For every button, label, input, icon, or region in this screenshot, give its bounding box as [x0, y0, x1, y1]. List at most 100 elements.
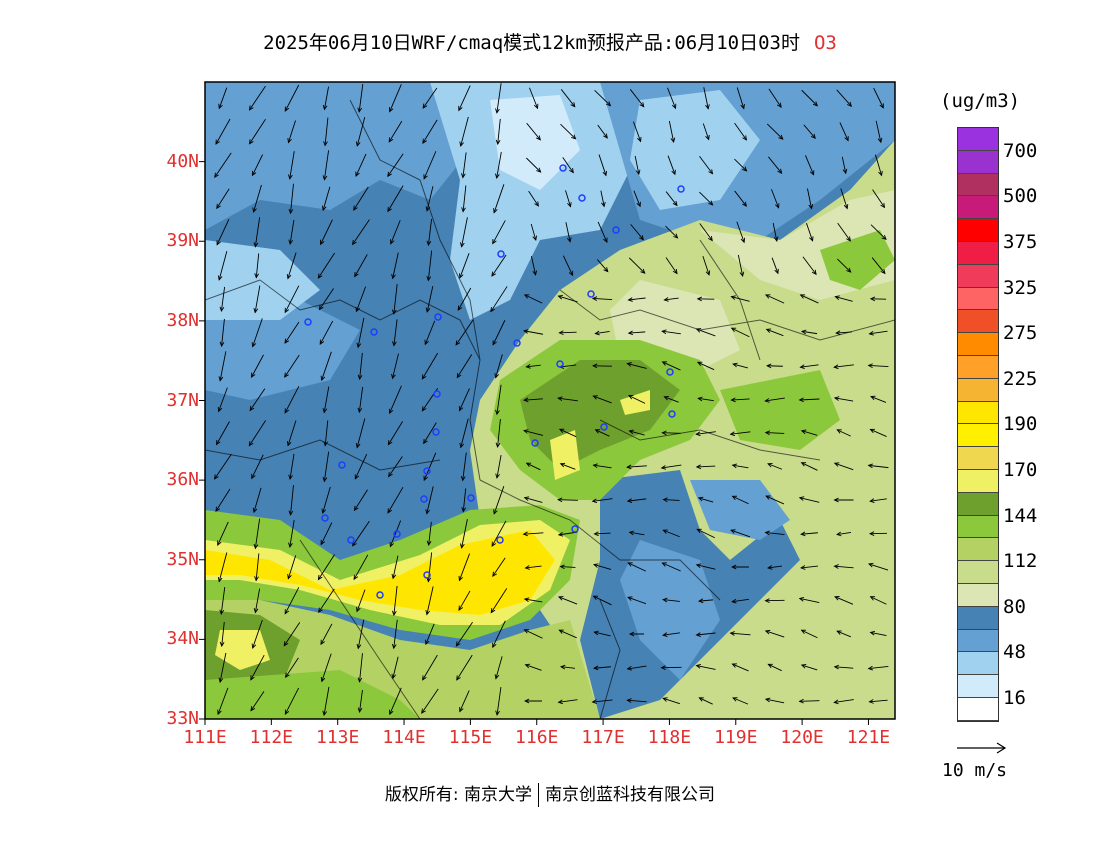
wind-arrow [628, 395, 646, 404]
wind-arrow-head [321, 205, 327, 212]
wind-arrow-head [800, 329, 807, 335]
wind-arrow-head [868, 330, 874, 336]
wind-arrow-head [523, 294, 530, 299]
wind-arrow [460, 418, 469, 448]
wind-arrow-head [459, 141, 464, 147]
wind-arrow [736, 221, 745, 243]
wind-arrow-head [705, 104, 710, 110]
wind-arrow-head [455, 641, 461, 647]
wind-arrow-head [661, 361, 668, 366]
wind-arrow [455, 319, 474, 346]
wind-arrow-head [425, 639, 430, 646]
station-marker [393, 530, 401, 538]
wind-arrow [560, 666, 576, 669]
wind-arrow [460, 116, 469, 147]
wind-arrow [221, 621, 225, 647]
wind-arrow-head [389, 709, 394, 716]
wind-arrow-head [284, 338, 290, 344]
wind-arrow [321, 351, 332, 381]
wind-arrow [530, 256, 537, 275]
wind-arrow-head [846, 101, 852, 108]
wind-arrow [834, 666, 854, 669]
wind-arrow-head [697, 396, 703, 402]
wind-arrow-head [670, 137, 676, 144]
wind-arrow [698, 599, 714, 602]
wind-arrow-head [809, 236, 814, 242]
wind-arrow-head [628, 429, 634, 435]
station-marker [531, 439, 539, 447]
wind-arrow [768, 663, 782, 672]
wind-arrow-head [391, 673, 397, 680]
wind-arrow-head [392, 341, 397, 347]
wind-arrow [289, 219, 295, 245]
lat-label: 40N [166, 150, 199, 172]
wind-arrow [837, 429, 851, 437]
wind-arrow-head [800, 531, 806, 537]
wind-arrow-head [833, 497, 839, 503]
wind-arrow [868, 665, 889, 670]
lat-label: 36N [166, 469, 199, 491]
wind-arrow-head [494, 373, 499, 379]
wind-arrow [665, 257, 678, 274]
wind-arrow-head [696, 361, 703, 367]
wind-arrow-head [869, 531, 875, 536]
legend-tick-label: 225 [1003, 367, 1038, 390]
wind-arrow-head [833, 462, 840, 467]
wind-arrow-head [355, 171, 360, 177]
wind-arrow [799, 497, 820, 503]
wind-arrow [870, 498, 887, 502]
wind-arrow [284, 321, 300, 344]
wind-arrow-head [660, 665, 666, 671]
wind-arrow [696, 431, 716, 435]
wind-arrow [495, 354, 503, 378]
wind-arrow-head [286, 441, 292, 447]
wind-arrow-head [729, 631, 735, 636]
wind-arrow-head [661, 430, 667, 436]
wind-arrow [392, 252, 399, 279]
legend-cell [958, 652, 998, 676]
wind-arrow [801, 629, 818, 639]
wind-arrow [496, 384, 502, 415]
wind-arrow [870, 396, 887, 403]
legend-tick-label: 112 [1003, 550, 1038, 573]
wind-arrow-head [217, 275, 223, 281]
wind-arrow [250, 654, 265, 681]
wind-arrow [836, 89, 852, 107]
wind-arrow-head [391, 643, 397, 650]
station-marker [677, 185, 685, 193]
wind-arrow [696, 665, 716, 670]
wind-arrow-head [844, 136, 849, 142]
wind-arrow-head [626, 464, 632, 470]
wind-arrow-head [355, 306, 360, 313]
wind-arrow-head [321, 508, 327, 515]
wind-arrow [289, 519, 295, 548]
wind-arrow [423, 151, 437, 179]
wind-arrow-head [423, 438, 428, 445]
station-marker [571, 525, 579, 533]
wind-arrow-head [284, 106, 290, 112]
wind-arrow-head [387, 440, 393, 446]
wind-arrow [799, 398, 820, 401]
wind-arrow [249, 118, 266, 145]
legend-tick-label: 48 [1003, 641, 1026, 664]
wind-arrow-head [388, 408, 394, 415]
wind-arrow-head [491, 541, 497, 547]
wind-arrow [255, 553, 260, 581]
wind-arrow [526, 364, 541, 368]
station-marker [321, 514, 329, 522]
wind-arrow-head [869, 596, 876, 601]
wind-arrow-head [569, 168, 574, 174]
wind-arrow-head [356, 342, 362, 349]
wind-arrow [218, 387, 228, 412]
wind-arrow [560, 89, 576, 107]
wind-arrow [801, 330, 818, 335]
wind-arrow-head [523, 397, 529, 403]
wind-arrow [323, 686, 330, 716]
wind-arrow-head [742, 201, 747, 207]
wind-arrow-head [253, 242, 259, 248]
wind-arrow-head [773, 236, 779, 243]
wind-arrow-head [798, 496, 805, 501]
legend-cell [958, 606, 998, 630]
chart-title: 2025年06月10日WRF/cmaq模式12km预报产品:06月10日03时 O… [0, 28, 1100, 55]
wind-arrow [803, 124, 816, 139]
